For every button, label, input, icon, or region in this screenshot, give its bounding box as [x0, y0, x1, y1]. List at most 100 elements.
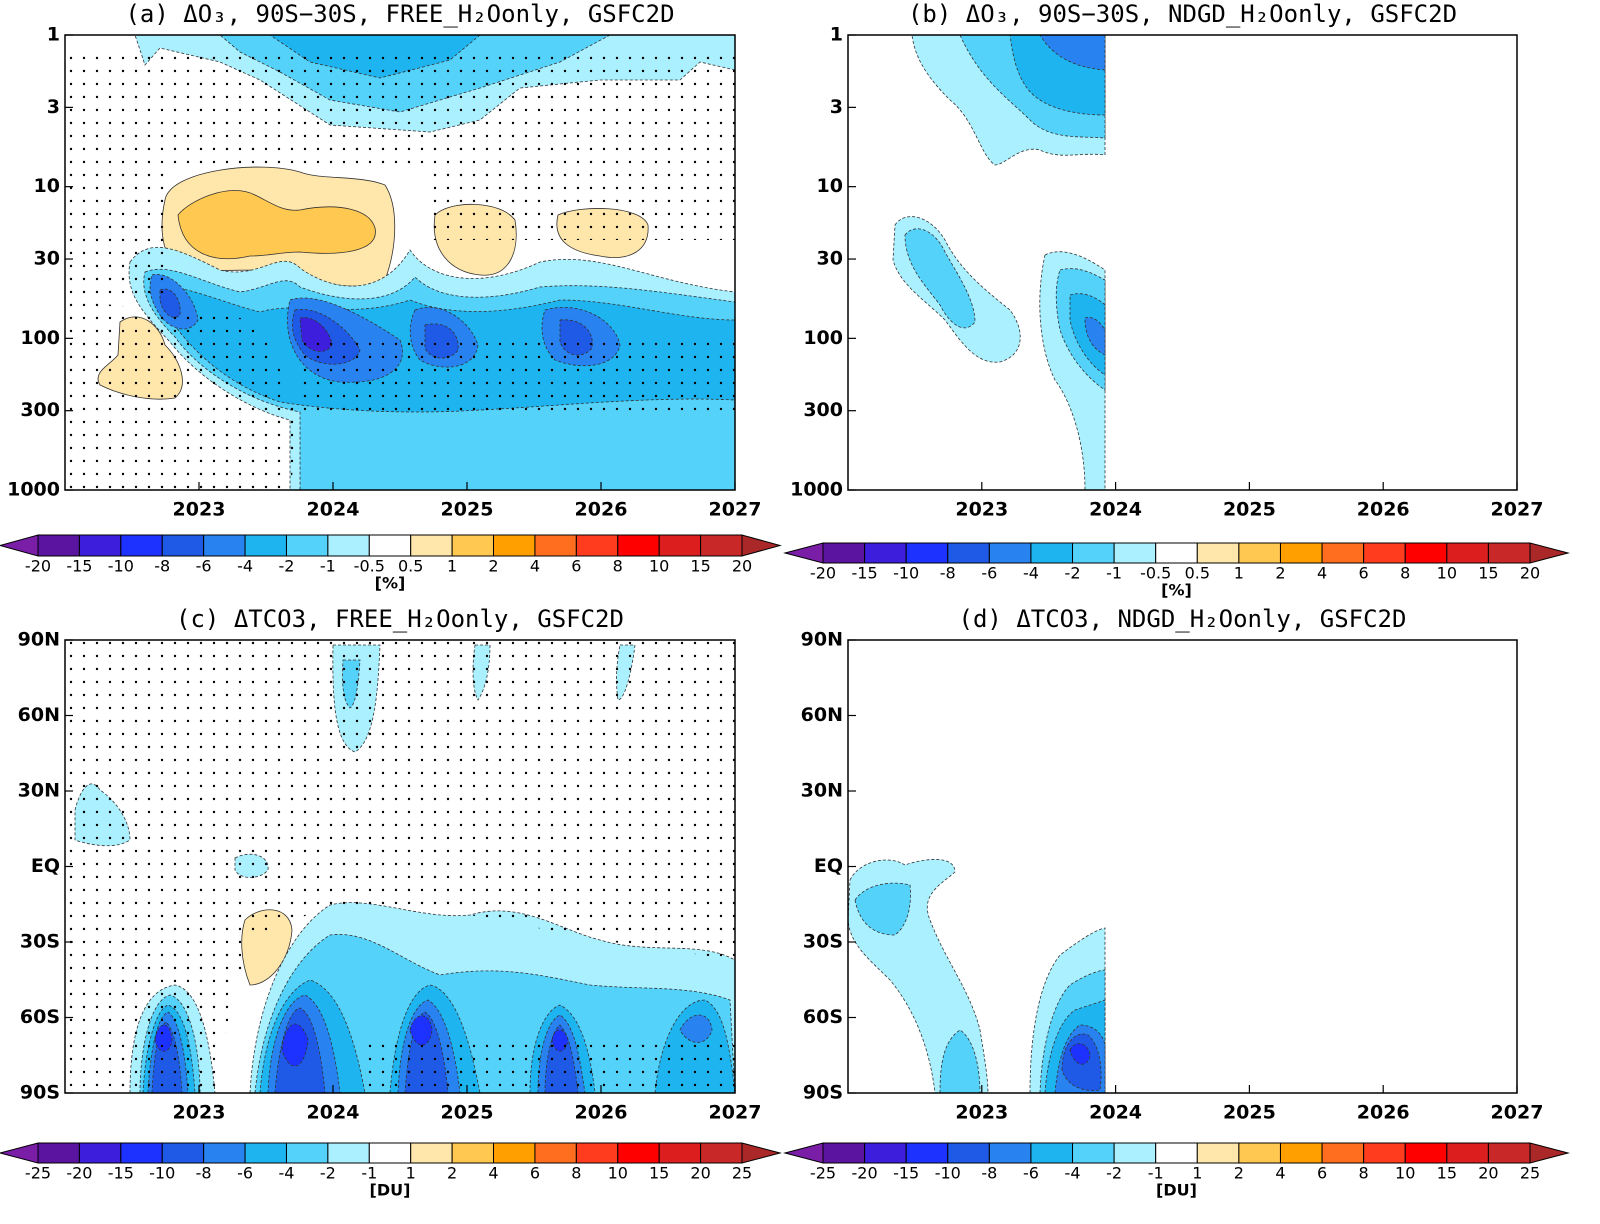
colorbar-box [1030, 542, 1074, 564]
colorbar-box [410, 534, 453, 557]
colorbar-box [78, 534, 122, 557]
colorbar-extend [1529, 542, 1570, 564]
colorbar-label: 10 [608, 1164, 628, 1183]
colorbar-label: -0.5 [354, 557, 385, 576]
colorbar-box [1196, 1142, 1240, 1164]
colorbar-label: -2 [1065, 564, 1081, 583]
colorbar-label: 20 [690, 1164, 710, 1183]
contour-field [892, 35, 1106, 490]
colorbar-label: 4 [530, 557, 540, 576]
colorbar-box [1487, 1142, 1531, 1164]
colorbar-label: 4 [1317, 564, 1327, 583]
colorbar-box [1404, 1142, 1448, 1164]
colorbar-extend [783, 542, 824, 564]
colorbar-box [493, 1142, 536, 1164]
colorbar-label: 25 [1520, 1164, 1540, 1183]
colorbar-box [700, 1142, 743, 1164]
colorbar-box [1321, 542, 1365, 564]
y-tick-label: 60S [20, 1006, 60, 1028]
colorbar-label: 10 [649, 557, 669, 576]
x-tick-label: 2027 [1491, 1102, 1544, 1124]
colorbar-label: 25 [732, 1164, 752, 1183]
colorbar-box [244, 534, 287, 557]
y-tick-label: 1 [47, 24, 60, 46]
colorbar-box [493, 534, 536, 557]
y-tick-label: 90S [803, 1082, 843, 1104]
colorbar-label: 15 [690, 557, 710, 576]
colorbar-box [285, 534, 329, 557]
colorbar-label: 1 [1234, 564, 1244, 583]
colorbar-box [78, 1142, 122, 1164]
colorbar-box [1030, 1142, 1074, 1164]
colorbar-box [1155, 542, 1198, 564]
colorbar-box [534, 534, 577, 557]
colorbar-label: -1 [1106, 564, 1122, 583]
colorbar-label: -2 [320, 1164, 336, 1183]
colorbar-box [947, 542, 990, 564]
colorbar-label: 4 [488, 1164, 498, 1183]
y-tick-label: 30 [817, 248, 843, 270]
x-tick-label: 2026 [575, 1102, 628, 1124]
colorbar-box [285, 1142, 329, 1164]
colorbar-label: 15 [1478, 564, 1498, 583]
colorbar-label: 20 [732, 557, 752, 576]
colorbar-label: 6 [1359, 564, 1369, 583]
colorbar-unit: [%] [375, 574, 406, 593]
colorbar-box [451, 534, 495, 557]
x-tick-label: 2024 [1089, 1102, 1142, 1124]
colorbar-label: -4 [1065, 1164, 1081, 1183]
colorbar-box [617, 1142, 660, 1164]
colorbar-label: -6 [196, 557, 212, 576]
colorbar-box [120, 534, 163, 557]
colorbar-label: 8 [571, 1164, 581, 1183]
colorbar-box [1238, 1142, 1281, 1164]
y-tick-label: 3 [47, 96, 60, 118]
panel-title: (b) ΔO₃, 90S−30S, NDGD_H₂Oonly, GSFC2D [908, 0, 1457, 28]
colorbar-label: 4 [1275, 1164, 1285, 1183]
colorbar-label: -25 [810, 1164, 836, 1183]
x-tick-label: 2025 [1223, 1102, 1276, 1124]
y-tick-label: 90N [18, 629, 60, 651]
colorbar-label: 1 [1192, 1164, 1202, 1183]
colorbar-box [1487, 542, 1531, 564]
colorbar-box [161, 1142, 205, 1164]
colorbar-box [410, 1142, 453, 1164]
colorbar-label: -15 [66, 557, 92, 576]
colorbar-box [120, 1142, 163, 1164]
colorbar-label: -1 [1148, 1164, 1164, 1183]
y-tick-label: 30S [803, 931, 843, 953]
colorbar-label: 8 [1400, 564, 1410, 583]
y-tick-label: 30 [34, 248, 60, 270]
colorbar-label: -20 [810, 564, 836, 583]
colorbar-box [1238, 542, 1281, 564]
x-tick-label: 2025 [441, 1102, 494, 1124]
colorbar-box [700, 534, 743, 557]
colorbar-label: 6 [571, 557, 581, 576]
colorbar-box [1404, 542, 1448, 564]
colorbar-box [864, 1142, 907, 1164]
colorbar-box [534, 1142, 577, 1164]
y-tick-label: 300 [20, 399, 60, 421]
y-tick-label: 1000 [7, 479, 60, 501]
colorbar-box [1072, 542, 1115, 564]
colorbar-box [1363, 542, 1406, 564]
colorbar-label: 1 [447, 557, 457, 576]
colorbar-box [161, 534, 205, 557]
colorbar-label: -15 [108, 1164, 134, 1183]
colorbar-box [327, 534, 370, 557]
colorbar-label: -2 [1106, 1164, 1122, 1183]
colorbar-box [1279, 1142, 1323, 1164]
colorbar-label: 10 [1437, 564, 1457, 583]
colorbar-label: 15 [649, 1164, 669, 1183]
colorbar-label: 1 [406, 1164, 416, 1183]
colorbar-label: -8 [940, 564, 956, 583]
colorbar-label: 15 [1437, 1164, 1457, 1183]
y-tick-label: 60S [803, 1006, 843, 1028]
colorbar-box [1363, 1142, 1406, 1164]
colorbar-extend [783, 1142, 824, 1164]
colorbar-label: 0.5 [1185, 564, 1210, 583]
x-tick-label: 2023 [955, 499, 1008, 521]
colorbar-label: -15 [852, 564, 878, 583]
colorbar-label: -6 [1023, 1164, 1039, 1183]
colorbar-label: 6 [1317, 1164, 1327, 1183]
